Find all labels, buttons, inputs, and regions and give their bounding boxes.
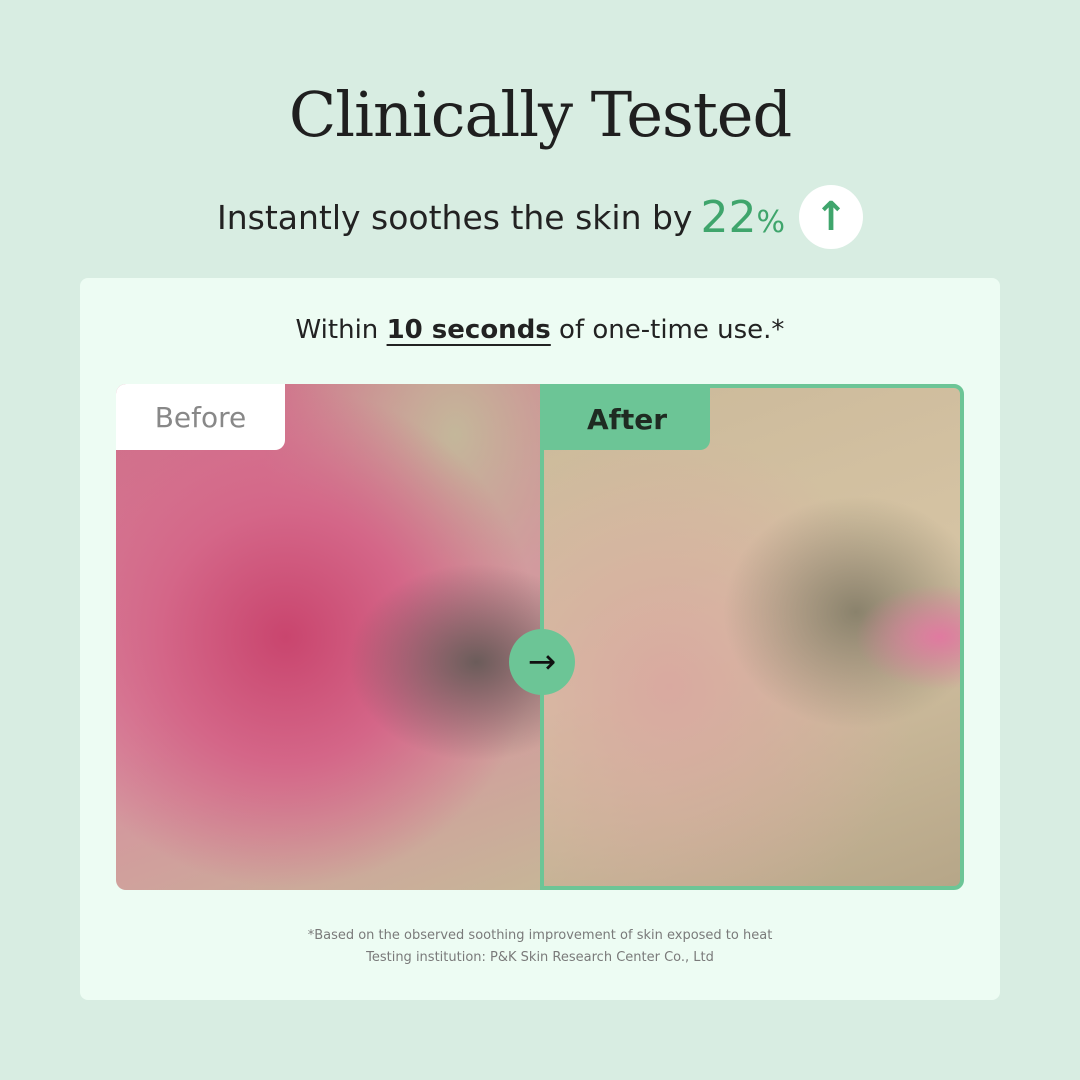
subtitle-text: Instantly soothes the skin by — [217, 197, 693, 237]
footnote-basis: *Based on the observed soothing improvem… — [307, 928, 773, 943]
before-label: Before — [116, 384, 285, 450]
headline-pre: Within — [295, 315, 379, 345]
page-title: Clinically Tested — [288, 78, 792, 151]
headline-bold: 10 seconds — [386, 315, 551, 345]
headline-post: of one-time use.* — [559, 315, 785, 345]
footnote-institution: Testing institution: P&K Skin Research C… — [366, 950, 714, 965]
after-image — [540, 384, 964, 890]
arrow-up-icon: ↑ — [798, 185, 863, 249]
headline: Within 10 seconds of one-time use.* — [0, 315, 1080, 345]
subtitle: Instantly soothes the skin by 22% ↑ — [0, 185, 1080, 249]
arrow-right-icon: → — [509, 629, 575, 695]
percent-number: 22 — [700, 191, 757, 243]
after-label: After — [544, 388, 710, 450]
before-image — [116, 384, 540, 890]
percent-unit: % — [756, 204, 785, 240]
percent-value: 22% — [700, 192, 785, 243]
